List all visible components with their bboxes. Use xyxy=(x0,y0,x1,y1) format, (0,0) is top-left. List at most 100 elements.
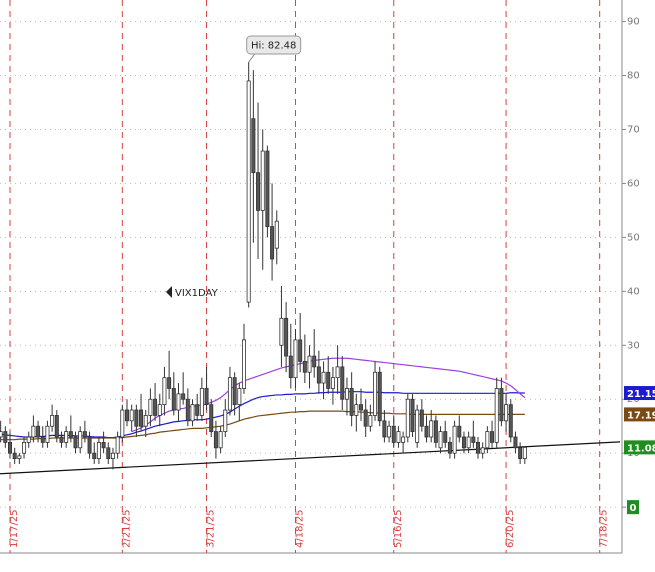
candle-body xyxy=(312,355,317,368)
candle-body xyxy=(457,425,462,438)
x-tick-label: 5/16/25 xyxy=(393,509,404,548)
candle-body xyxy=(3,431,8,443)
candle-body xyxy=(260,150,265,211)
candle-body xyxy=(377,371,382,422)
candle-body xyxy=(246,80,251,303)
candle-body xyxy=(68,431,73,438)
candle-body xyxy=(270,226,275,260)
candle-body xyxy=(494,388,499,443)
candle-body xyxy=(326,371,331,389)
candle-body xyxy=(120,409,125,438)
candle-body xyxy=(256,172,261,211)
candle-body xyxy=(82,431,87,438)
candle-body xyxy=(471,436,476,443)
candle-body xyxy=(251,118,256,174)
candle-body xyxy=(513,436,518,449)
candle-body xyxy=(110,452,115,459)
candle-body xyxy=(17,455,22,459)
candle-body xyxy=(321,371,326,384)
candle-body xyxy=(0,431,3,438)
candle-body xyxy=(22,441,27,454)
candle-body xyxy=(125,409,130,422)
x-tick-label: 2/21/25 xyxy=(121,509,132,548)
candle-body xyxy=(101,441,106,449)
candle-body xyxy=(298,339,303,362)
candle-body xyxy=(480,447,485,454)
last-price-box xyxy=(624,440,655,455)
candle-body xyxy=(368,415,373,427)
candle-body xyxy=(162,377,167,406)
y-tick-label: 0 xyxy=(630,503,637,514)
candle-body xyxy=(195,404,200,416)
y-tick-label: 80 xyxy=(627,71,640,82)
candle-body xyxy=(143,415,148,427)
candle-body xyxy=(438,431,443,449)
candle-body xyxy=(475,441,480,454)
candle-body xyxy=(50,415,55,427)
candle-body xyxy=(213,431,218,449)
candle-body xyxy=(223,409,228,433)
x-tick-label: 1/17/25 xyxy=(9,509,20,548)
candle-body xyxy=(461,436,466,449)
candle-body xyxy=(232,377,237,406)
candle-body xyxy=(106,447,111,459)
candle-layer xyxy=(0,62,527,470)
candle-body xyxy=(54,415,59,438)
candle-body xyxy=(59,436,64,443)
candle-body xyxy=(40,436,45,443)
candle-body xyxy=(115,436,120,454)
x-tick-label: 6/20/25 xyxy=(505,509,516,548)
price-tag: 17.19 xyxy=(627,410,655,421)
candle-body xyxy=(419,409,424,427)
candle-body xyxy=(452,425,457,454)
candle-body xyxy=(148,398,153,416)
y-zero-box xyxy=(627,500,639,515)
price-tag-box xyxy=(624,407,655,422)
candle-body xyxy=(499,388,504,422)
candle-body xyxy=(92,452,97,459)
candle-body xyxy=(209,404,214,433)
candle-body xyxy=(415,409,420,443)
candle-body xyxy=(134,409,139,427)
label-layer: VIX1DAY 01020304050607080901/17/252/21/2… xyxy=(9,17,655,548)
candle-body xyxy=(36,425,41,438)
candle-body xyxy=(391,425,396,443)
candle-body xyxy=(330,377,335,389)
candle-body xyxy=(522,446,527,459)
y-tick-label: 30 xyxy=(627,340,640,351)
y-tick-label: 90 xyxy=(627,17,640,28)
candle-body xyxy=(167,377,172,389)
candle-body xyxy=(373,371,378,416)
candle-body xyxy=(227,377,232,411)
last-price-tag: 11.08 xyxy=(627,443,655,454)
candle-body xyxy=(518,447,523,459)
candle-body xyxy=(401,436,406,443)
candle-body xyxy=(485,431,490,449)
candle-body xyxy=(204,388,209,406)
x-tick-label: 4/18/25 xyxy=(294,509,305,548)
candle-body xyxy=(64,431,69,443)
annotation-pointer xyxy=(248,53,256,63)
candle-body xyxy=(12,452,17,459)
candle-body xyxy=(433,420,438,443)
symbol-label: VIX1DAY xyxy=(175,288,219,299)
candle-body xyxy=(387,425,392,438)
candle-body xyxy=(508,404,513,438)
candle-body xyxy=(241,339,246,389)
candle-body xyxy=(410,398,415,433)
y-tick-label: 40 xyxy=(627,286,640,297)
price-tag: 21.15 xyxy=(627,389,655,400)
candle-body xyxy=(316,366,321,384)
candle-body xyxy=(302,361,307,373)
candle-body xyxy=(429,420,434,438)
moving-average xyxy=(0,391,525,439)
candle-body xyxy=(265,150,270,227)
candle-body xyxy=(274,220,279,249)
candle-body xyxy=(424,425,429,438)
candle-body xyxy=(181,393,186,400)
candle-body xyxy=(96,441,101,459)
y-tick-label: 60 xyxy=(627,178,640,189)
candle-body xyxy=(129,409,134,422)
candle-body xyxy=(405,398,410,438)
